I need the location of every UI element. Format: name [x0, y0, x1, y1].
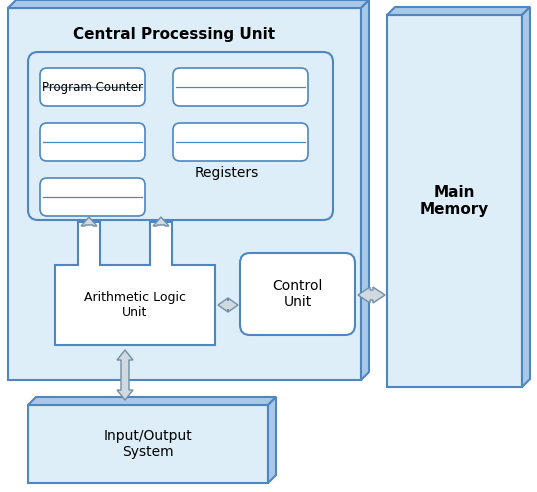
Bar: [387, 15, 522, 387]
Text: Arithmetic Logic
Unit: Arithmetic Logic Unit: [84, 291, 186, 319]
FancyBboxPatch shape: [240, 253, 355, 335]
FancyBboxPatch shape: [173, 123, 308, 161]
Text: Control
Unit: Control Unit: [272, 279, 323, 309]
Polygon shape: [8, 0, 369, 8]
Text: Main
Memory: Main Memory: [420, 185, 489, 217]
Polygon shape: [522, 7, 530, 387]
FancyBboxPatch shape: [28, 52, 333, 220]
Polygon shape: [117, 350, 133, 400]
Text: Central Processing Unit: Central Processing Unit: [74, 28, 275, 42]
Text: Input/Output
System: Input/Output System: [104, 429, 192, 459]
Polygon shape: [268, 397, 276, 483]
Polygon shape: [361, 0, 369, 380]
Polygon shape: [387, 7, 530, 15]
Polygon shape: [153, 217, 169, 226]
FancyBboxPatch shape: [40, 123, 145, 161]
Text: Registers: Registers: [194, 166, 258, 180]
Polygon shape: [358, 287, 385, 303]
Polygon shape: [81, 217, 97, 226]
Polygon shape: [218, 298, 238, 312]
Bar: [8, 8, 361, 380]
Text: Program Counter: Program Counter: [42, 81, 143, 93]
Polygon shape: [55, 222, 215, 345]
Polygon shape: [28, 397, 276, 405]
FancyBboxPatch shape: [40, 178, 145, 216]
FancyBboxPatch shape: [40, 68, 145, 106]
Bar: [28, 405, 268, 483]
FancyBboxPatch shape: [173, 68, 308, 106]
